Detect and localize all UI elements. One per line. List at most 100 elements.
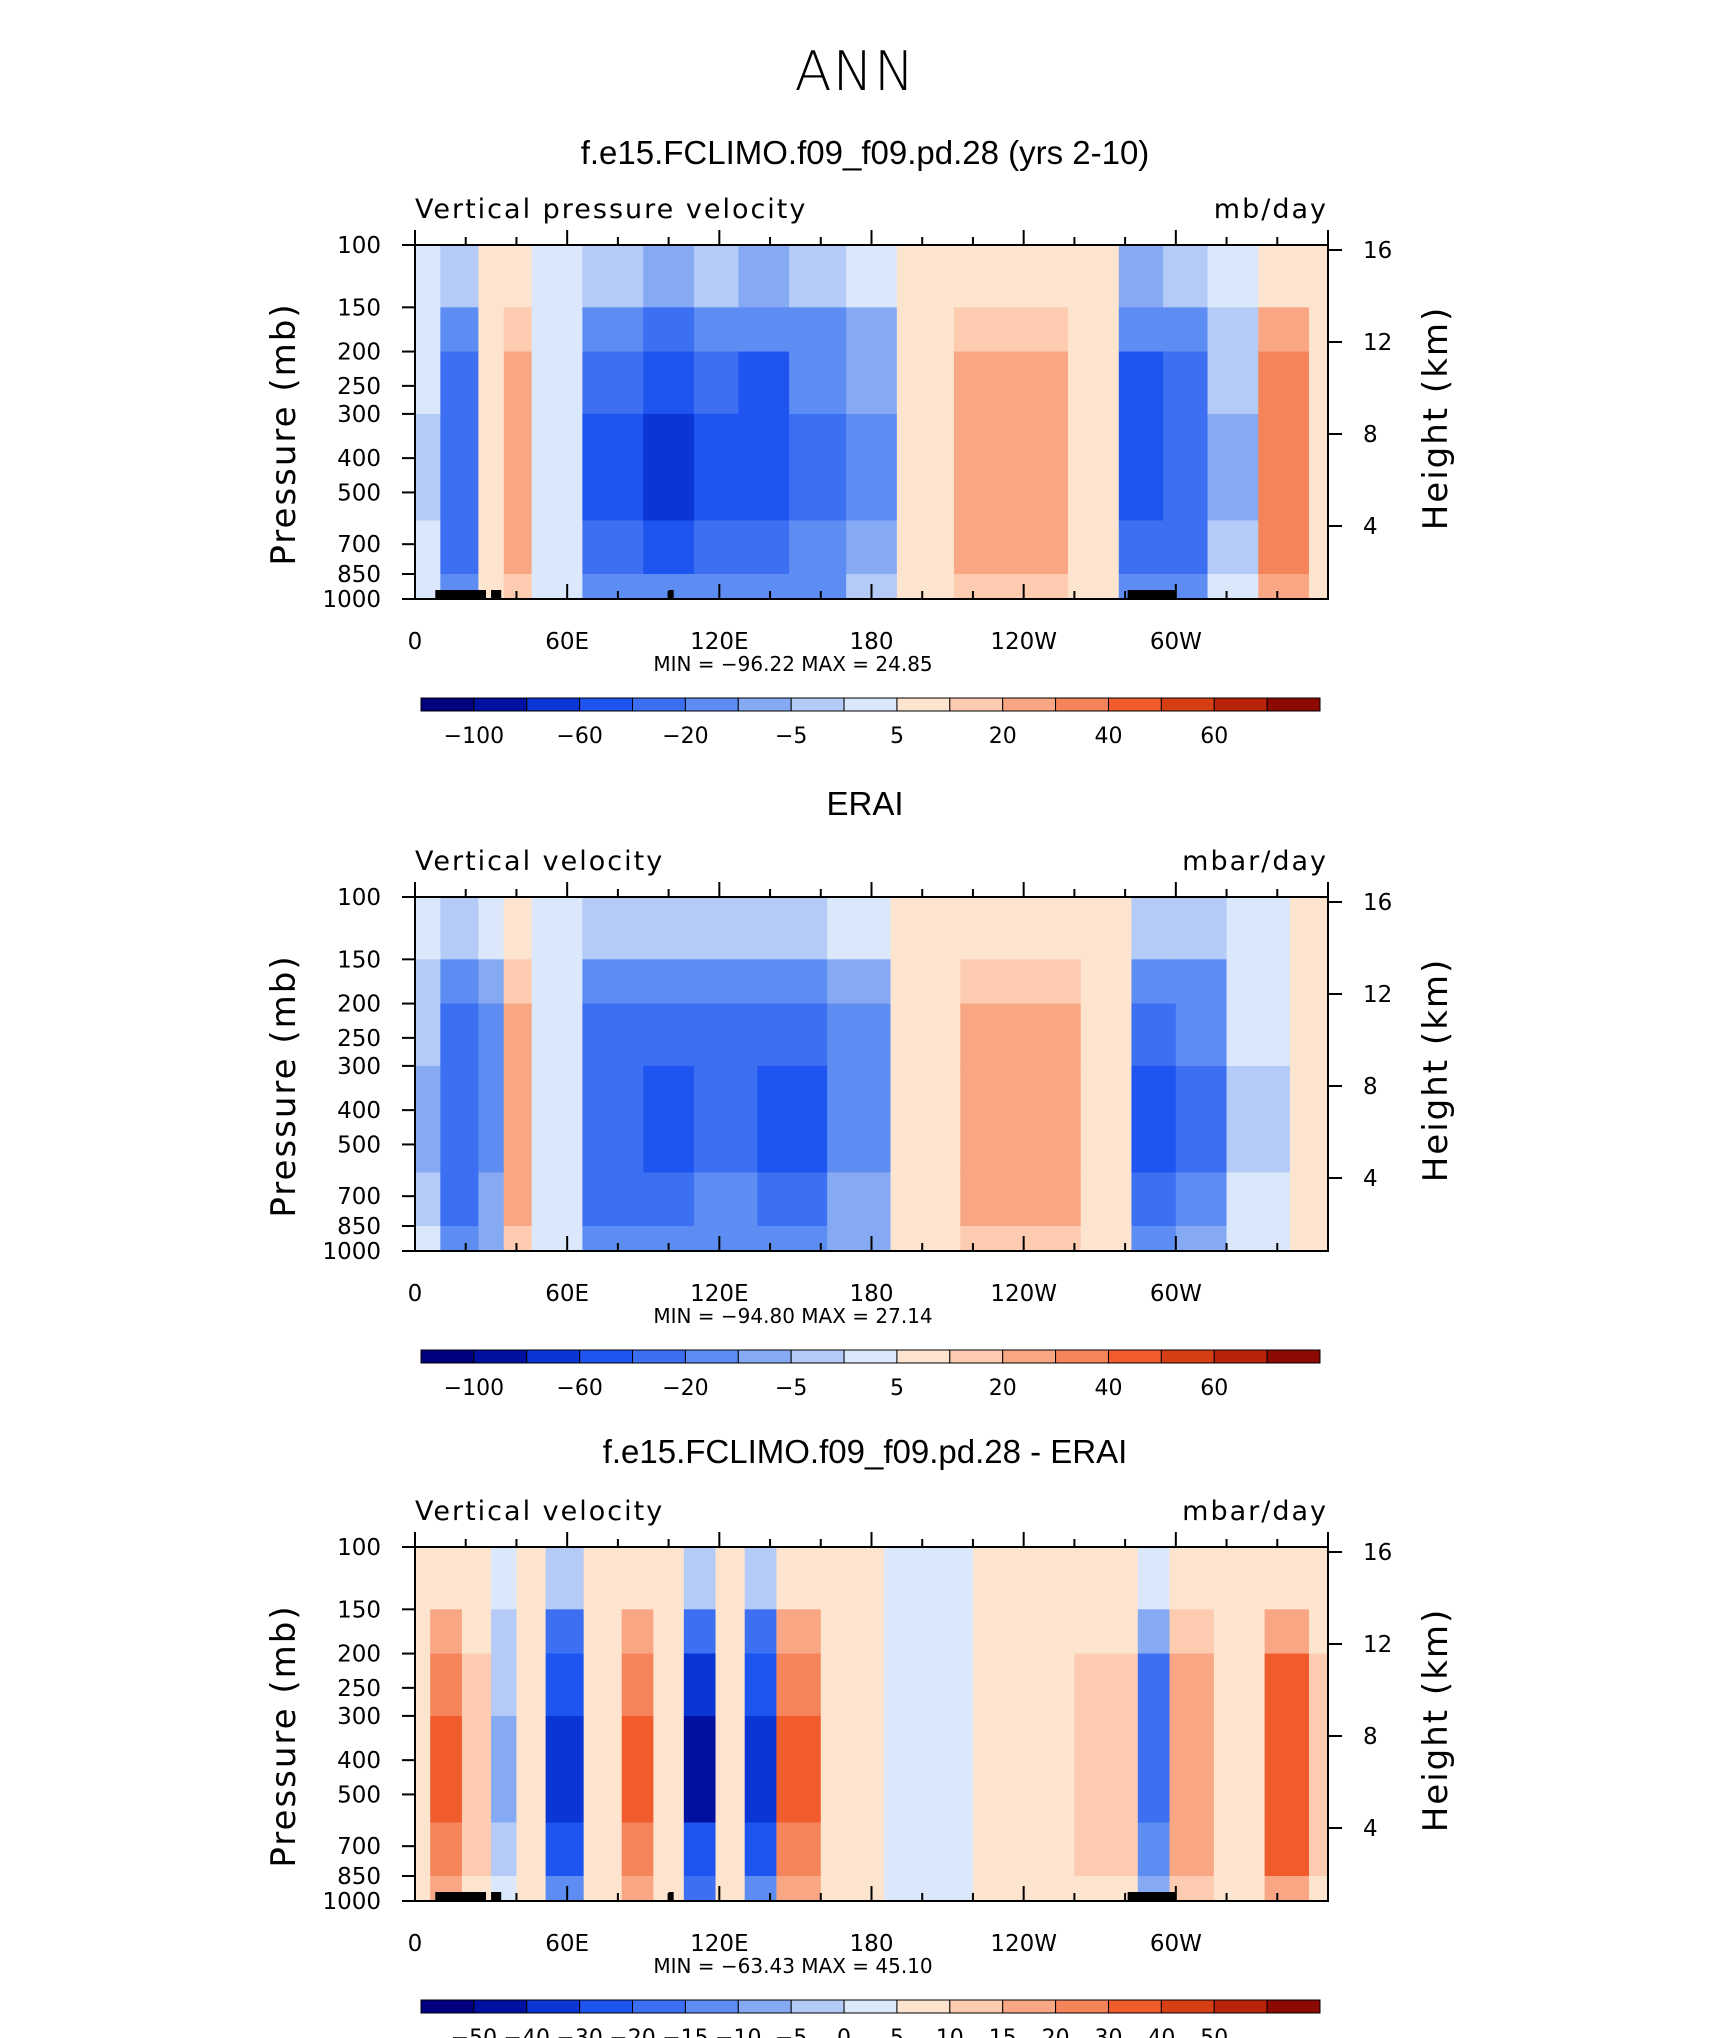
colorbar-label: 60 bbox=[1200, 1376, 1228, 1401]
data-cell bbox=[846, 413, 898, 522]
data-cell bbox=[1308, 1876, 1329, 1902]
colorbar-label: −20 bbox=[609, 2026, 655, 2038]
data-cell bbox=[827, 1003, 892, 1067]
variable-label: Vertical pressure velocity bbox=[415, 194, 807, 225]
colorbar-swatch bbox=[790, 1999, 845, 2014]
data-cell bbox=[415, 1653, 431, 1717]
data-cell bbox=[960, 897, 1025, 960]
y-tick-label: 300 bbox=[337, 1704, 381, 1730]
data-cell bbox=[960, 1226, 1025, 1252]
colorbar-label: 60 bbox=[1200, 724, 1228, 749]
minmax-label: MIN = −63.43 MAX = 45.10 bbox=[653, 1954, 932, 1978]
data-cell bbox=[643, 897, 695, 960]
colorbar-swatch bbox=[949, 1349, 1004, 1364]
x-tick-label: 60W bbox=[1150, 1281, 1202, 1307]
data-cell bbox=[1068, 574, 1120, 600]
colorbar-label: −100 bbox=[444, 724, 504, 749]
data-cell bbox=[503, 413, 533, 522]
colorbar-label: 15 bbox=[989, 2026, 1017, 2038]
data-cell bbox=[1308, 574, 1329, 600]
data-cell bbox=[972, 1547, 1075, 1610]
data-cell bbox=[757, 1003, 828, 1067]
data-cell bbox=[1023, 1003, 1082, 1067]
data-cell bbox=[583, 1653, 623, 1717]
data-cell bbox=[960, 1172, 1025, 1227]
data-cell bbox=[683, 1547, 717, 1610]
data-cell bbox=[776, 1653, 822, 1717]
data-cell bbox=[1131, 1065, 1177, 1174]
data-cell bbox=[582, 1226, 644, 1252]
data-cell bbox=[715, 1609, 746, 1655]
x-tick-label: 180 bbox=[850, 629, 894, 655]
colorbar-swatch bbox=[684, 697, 739, 712]
data-cell bbox=[1080, 1226, 1133, 1252]
data-cell bbox=[531, 1065, 583, 1174]
colorbar-swatch bbox=[896, 1999, 951, 2014]
data-cell bbox=[415, 1609, 431, 1655]
panel-3-title: f.e15.FCLIMO.f09_f09.pd.28 - ERAI bbox=[602, 1433, 1128, 1470]
colorbar-swatch bbox=[526, 1999, 581, 2014]
y2-tick-label: 12 bbox=[1363, 1632, 1392, 1658]
data-cell bbox=[653, 1822, 685, 1877]
data-cell bbox=[1074, 1653, 1139, 1717]
data-cell bbox=[621, 1609, 654, 1655]
y-tick-label: 1000 bbox=[322, 587, 381, 613]
data-cell bbox=[715, 1653, 746, 1717]
data-cell bbox=[582, 1172, 644, 1227]
data-cell bbox=[693, 1065, 758, 1174]
data-cell bbox=[1118, 351, 1164, 415]
data-cell bbox=[744, 1822, 777, 1877]
colorbar-label: 20 bbox=[989, 724, 1017, 749]
data-cell bbox=[643, 959, 695, 1005]
colorbar-swatch bbox=[632, 1999, 686, 2014]
data-cell bbox=[820, 1653, 885, 1717]
data-cell bbox=[516, 1822, 547, 1877]
colorbar-label: 10 bbox=[936, 2026, 964, 2038]
data-cell bbox=[1175, 1065, 1228, 1174]
colorbar-swatch bbox=[1266, 697, 1321, 712]
colorbar-swatch bbox=[1160, 1349, 1215, 1364]
y2-axis-title: Height (km) bbox=[1416, 1608, 1456, 1833]
colorbar-swatch bbox=[1002, 697, 1057, 712]
data-cell bbox=[827, 1065, 892, 1174]
data-cell bbox=[1068, 413, 1120, 522]
data-cell bbox=[1131, 1172, 1177, 1227]
data-cell bbox=[953, 520, 1012, 575]
colorbar-swatch bbox=[684, 1349, 739, 1364]
data-cell bbox=[1163, 307, 1209, 353]
x-tick-label: 60W bbox=[1150, 1931, 1202, 1957]
data-cell bbox=[1308, 245, 1329, 308]
data-cell bbox=[653, 1653, 685, 1717]
data-cell bbox=[1118, 413, 1164, 522]
data-cell bbox=[757, 1065, 828, 1174]
data-cell bbox=[415, 897, 441, 960]
y-tick-label: 100 bbox=[337, 885, 381, 911]
data-cell bbox=[415, 1226, 441, 1252]
data-cell bbox=[653, 1609, 685, 1655]
data-cell bbox=[738, 245, 790, 308]
data-cell bbox=[1137, 1547, 1171, 1610]
x-tick-label: 0 bbox=[408, 629, 423, 655]
data-cell bbox=[1163, 520, 1209, 575]
data-cell bbox=[683, 1609, 717, 1655]
data-cell bbox=[643, 307, 695, 353]
data-cell bbox=[503, 307, 533, 353]
data-cell bbox=[890, 1172, 961, 1227]
y-tick-label: 150 bbox=[337, 947, 381, 973]
data-cell bbox=[1137, 1715, 1171, 1824]
data-cell bbox=[516, 1715, 547, 1824]
y2-axis-title: Height (km) bbox=[1416, 958, 1456, 1183]
colorbar-swatch bbox=[632, 1349, 686, 1364]
colorbar-swatch bbox=[684, 1999, 739, 2014]
x-tick-label: 180 bbox=[850, 1931, 894, 1957]
data-cell bbox=[583, 1547, 623, 1610]
data-cell bbox=[890, 897, 961, 960]
colorbar-swatch bbox=[1055, 1999, 1109, 2014]
data-cell bbox=[896, 351, 955, 415]
data-cell bbox=[491, 1609, 518, 1655]
data-cell bbox=[693, 1226, 758, 1252]
data-cell bbox=[789, 413, 847, 522]
units-label: mbar/day bbox=[1182, 1496, 1328, 1527]
data-cell bbox=[683, 1876, 717, 1902]
data-cell bbox=[531, 307, 583, 353]
